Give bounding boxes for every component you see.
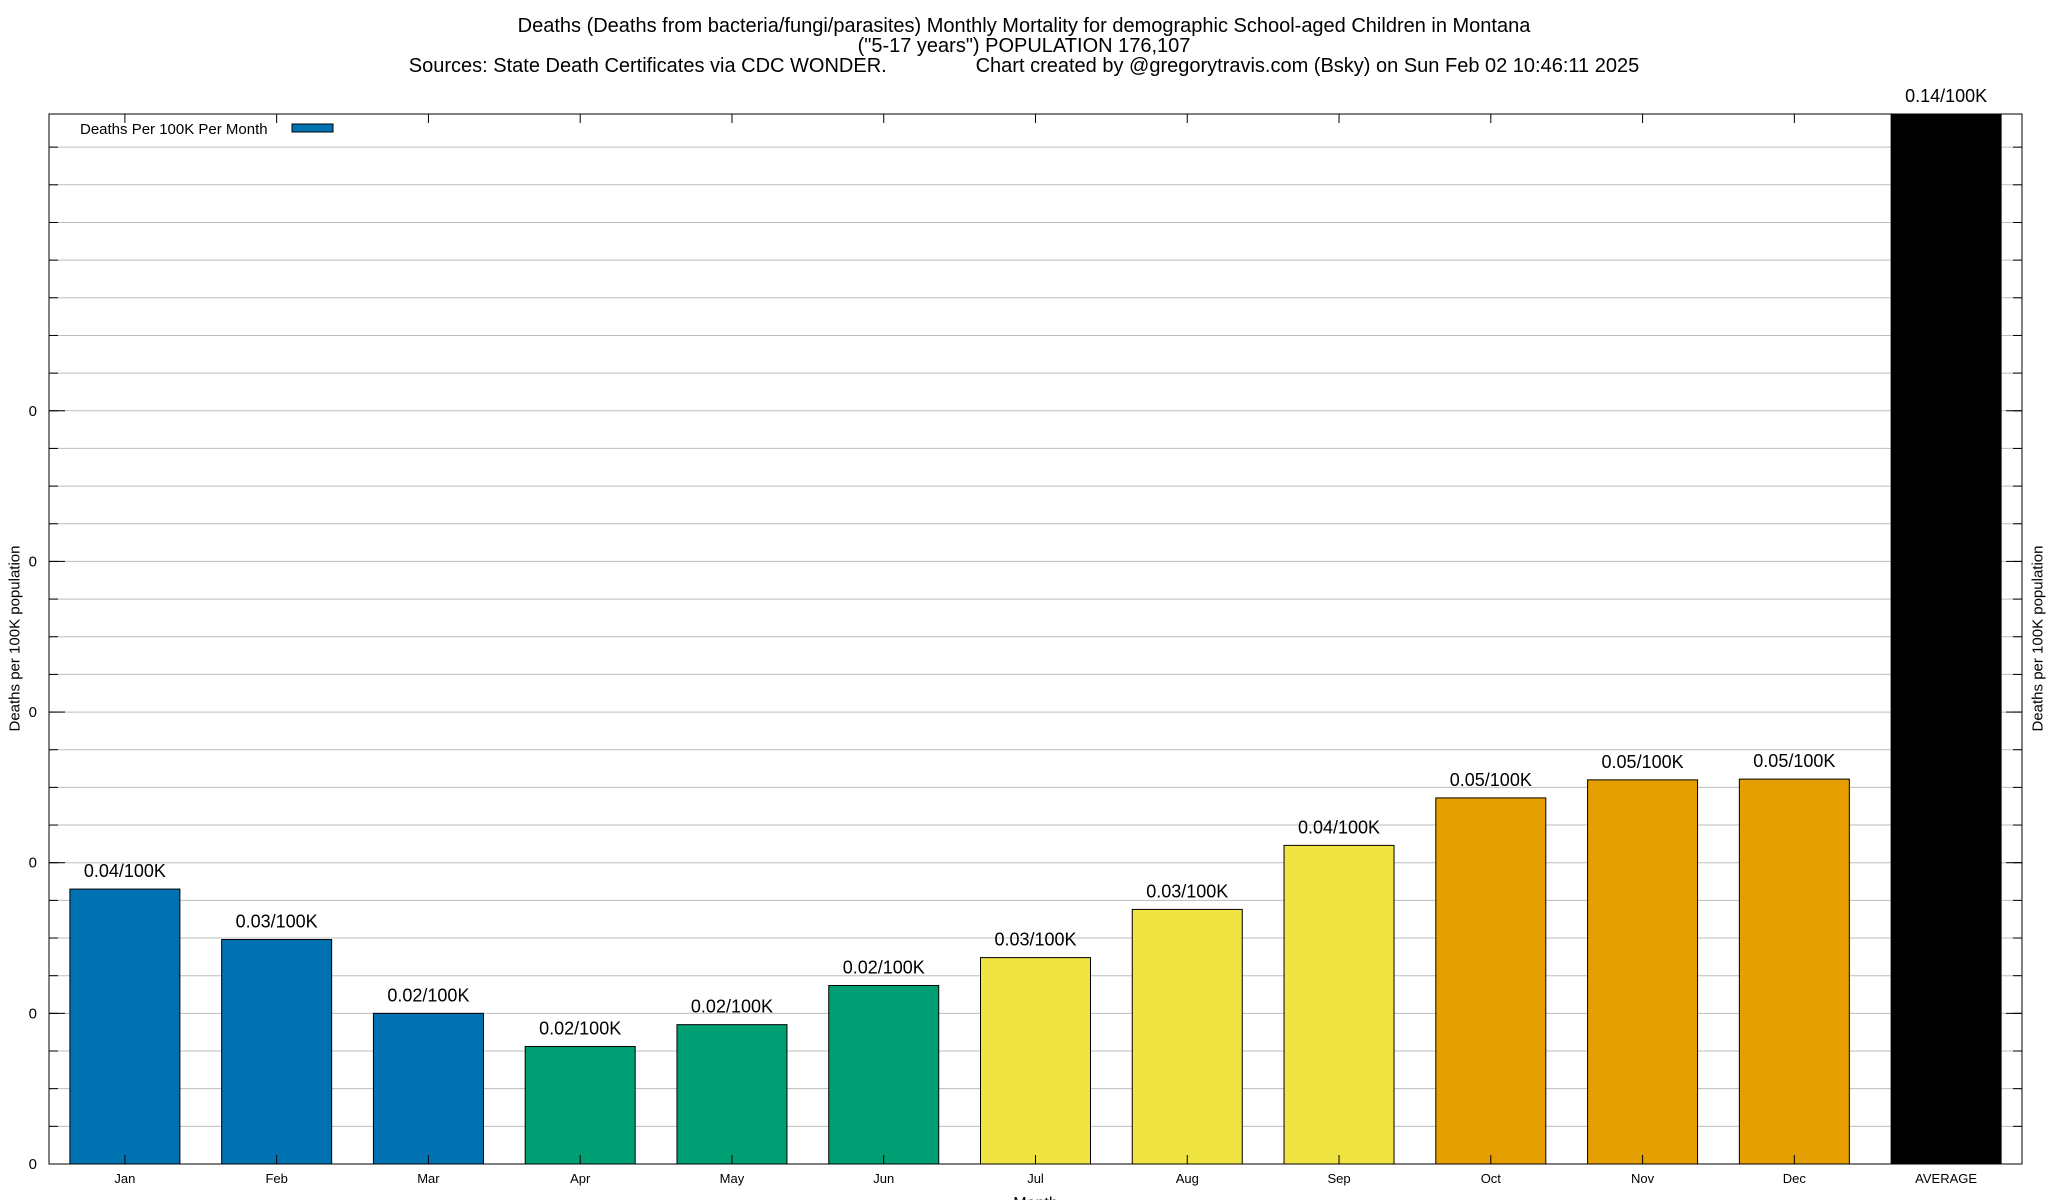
data-label: 0.03/100K: [1146, 881, 1228, 901]
bar-aug: [1131, 908, 1243, 1165]
y-tick-label: 0: [29, 1005, 37, 1022]
legend-label: Deaths Per 100K Per Month: [80, 121, 268, 138]
x-tick-label: Aug: [1176, 1171, 1199, 1186]
data-label: 0.05/100K: [1602, 752, 1684, 772]
bar-average: [1890, 113, 2002, 1165]
bar-feb: [221, 939, 333, 1165]
chart-title-line-3: Sources: State Death Certificates via CD…: [408, 55, 1640, 77]
chart-title-line-2: ("5-17 years") POPULATION 176,107: [857, 35, 1191, 57]
bar-nov: [1587, 779, 1699, 1165]
data-label: 0.05/100K: [1753, 751, 1835, 771]
x-tick-label: Jan: [114, 1171, 135, 1186]
bar-mar: [372, 1012, 484, 1165]
bar-may: [676, 1024, 788, 1165]
x-tick-label: Feb: [265, 1171, 287, 1186]
y-tick-label: 0: [29, 403, 37, 420]
data-label: 0.02/100K: [843, 957, 925, 977]
bar-apr: [524, 1045, 636, 1165]
bar-jun: [828, 984, 940, 1165]
data-label: 0.03/100K: [994, 930, 1076, 950]
data-label: 0.14/100K: [1905, 86, 1987, 106]
y-tick-label: 0: [29, 553, 37, 570]
data-label: 0.05/100K: [1450, 770, 1532, 790]
x-tick-label: Sep: [1327, 1171, 1350, 1186]
bar-dec: [1738, 778, 1850, 1165]
x-axis-label: Month: [1013, 1195, 1057, 1200]
data-label: 0.02/100K: [387, 985, 469, 1005]
x-tick-label: Jul: [1027, 1171, 1044, 1186]
x-tick-label: Mar: [417, 1171, 440, 1186]
legend-swatch: [291, 123, 334, 133]
data-label: 0.04/100K: [1298, 817, 1380, 837]
x-tick-label: Jun: [873, 1171, 894, 1186]
x-tick-label: Dec: [1783, 1171, 1807, 1186]
bar-jul: [980, 957, 1091, 1165]
data-label: 0.03/100K: [236, 912, 318, 932]
x-tick-label: May: [720, 1171, 745, 1186]
x-tick-label: Apr: [570, 1171, 591, 1186]
x-tick-label: AVERAGE: [1915, 1171, 1977, 1186]
y-tick-label: 0: [29, 855, 37, 872]
x-tick-label: Oct: [1481, 1171, 1502, 1186]
bar-sep: [1283, 844, 1395, 1165]
x-tick-label: Nov: [1631, 1171, 1655, 1186]
data-label: 0.04/100K: [84, 861, 166, 881]
data-label: 0.02/100K: [539, 1018, 621, 1038]
plot-frame: [48, 113, 2023, 1165]
data-label: 0.02/100K: [691, 997, 773, 1017]
bar-jan: [69, 888, 181, 1165]
y-tick-label: 0: [29, 1156, 37, 1173]
bar-oct: [1435, 797, 1547, 1165]
y-tick-label: 0: [29, 704, 37, 721]
chart-title-line-1: Deaths (Deaths from bacteria/fungi/paras…: [517, 15, 1531, 37]
